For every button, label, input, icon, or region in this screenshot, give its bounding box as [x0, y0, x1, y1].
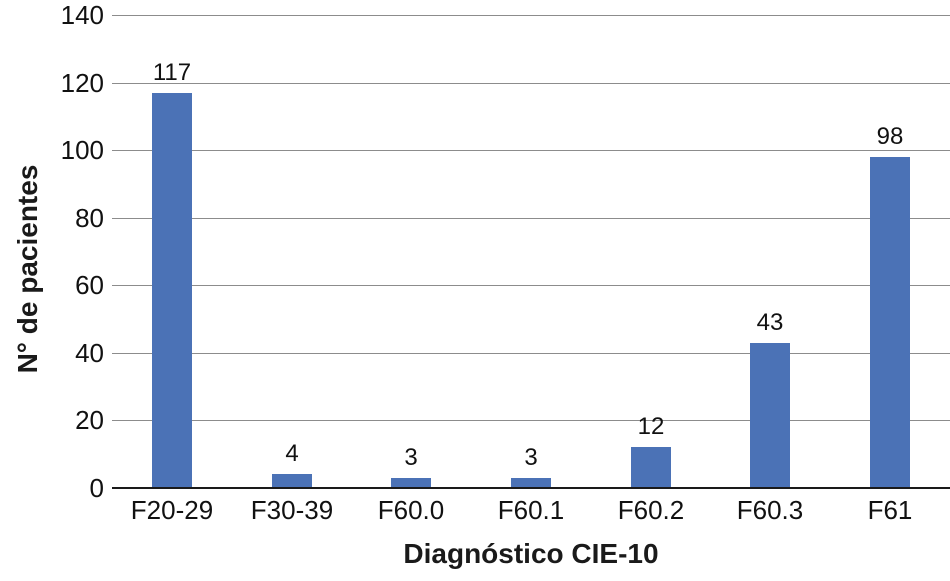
bar	[511, 478, 551, 488]
x-category-label: F30-39	[250, 495, 334, 525]
y-tick-label: 60	[75, 270, 104, 300]
bar	[152, 93, 192, 488]
bar-value-label: 98	[876, 123, 904, 150]
y-tick-label: 140	[60, 0, 104, 30]
x-axis-line	[112, 487, 950, 489]
bar	[750, 343, 790, 488]
y-tick-label: 100	[60, 135, 104, 165]
x-category-label: F61	[867, 495, 913, 525]
bar	[391, 478, 431, 488]
y-tick-label: 20	[75, 405, 104, 435]
y-tick-label: 80	[75, 203, 104, 233]
bar-value-label: 12	[637, 413, 665, 440]
bar-value-label: 117	[152, 59, 192, 86]
x-category-label: F60.0	[377, 495, 445, 525]
gridline	[112, 83, 950, 84]
bar-value-label: 3	[524, 444, 538, 471]
gridline	[112, 353, 950, 354]
bar	[870, 157, 910, 488]
x-category-label: F60.2	[617, 495, 685, 525]
y-tick-label: 120	[60, 68, 104, 98]
bar	[272, 474, 312, 488]
gridline	[112, 218, 950, 219]
x-category-label: F60.1	[497, 495, 565, 525]
gridline	[112, 150, 950, 151]
bar-value-label: 3	[404, 444, 418, 471]
x-category-label: F60.3	[736, 495, 804, 525]
gridline	[112, 420, 950, 421]
bar	[631, 447, 671, 488]
bar-value-label: 43	[756, 309, 784, 336]
gridline	[112, 285, 950, 286]
x-category-label: F20-29	[130, 495, 214, 525]
bar-value-label: 4	[285, 440, 299, 467]
y-tick-label: 40	[75, 338, 104, 368]
x-axis-title: Diagnóstico CIE-10	[403, 538, 659, 569]
gridline	[112, 15, 950, 16]
y-tick-label: 0	[89, 473, 104, 503]
